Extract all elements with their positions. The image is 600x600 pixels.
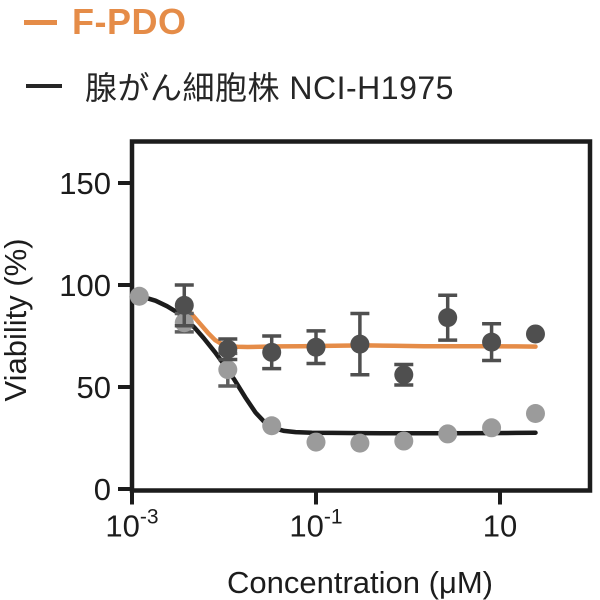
y-tick-label: 0 [94,472,111,507]
x-tick-label: 10 [483,509,517,544]
x-tick-label: 10-1 [289,506,342,544]
fit-line-f-pdo [182,304,538,350]
legend-label: F-PDO [72,1,187,42]
data-point-nci-h1975 [129,286,149,306]
y-tick-label: 50 [77,370,111,405]
legend-item-f-pdo: F-PDO [24,1,187,42]
data-point-nci-h1975 [438,424,458,444]
x-tick-label: 10-3 [105,506,158,544]
plot-frame [129,139,593,493]
y-axis-label: Viability (%) [0,238,33,401]
legend-item-nci-h1975: 腺がん細胞株 NCI-H1975 [26,66,454,106]
axis-ticks: 0 50 100 150 10-3 10-1 10 [59,166,517,544]
legend-label: 腺がん細胞株 NCI-H1975 [85,70,454,106]
data-point-nci-h1975 [482,418,502,438]
data-point-f-pdo [306,337,326,357]
legend-line-swatch-orange [24,19,57,25]
data-point-f-pdo [438,308,458,328]
data-point-nci-h1975 [218,360,238,380]
data-point-f-pdo [394,365,414,385]
y-tick-label: 100 [59,268,111,303]
data-point-f-pdo [262,342,282,362]
data-point-f-pdo [174,295,194,315]
data-point-f-pdo [350,334,370,354]
y-tick-label: 150 [59,166,111,201]
legend-line-swatch-black [26,84,62,88]
x-axis-label: Concentration (μM) [227,565,493,600]
data-point-f-pdo [525,324,545,344]
data-point-nci-h1975 [525,404,545,424]
data-point-nci-h1975 [306,432,326,452]
data-point-nci-h1975 [394,431,414,451]
data-series [129,283,545,453]
data-point-nci-h1975 [350,433,370,453]
plot-border [129,139,593,493]
data-point-f-pdo [218,339,238,359]
data-point-nci-h1975 [262,416,282,436]
data-point-f-pdo [482,332,502,352]
